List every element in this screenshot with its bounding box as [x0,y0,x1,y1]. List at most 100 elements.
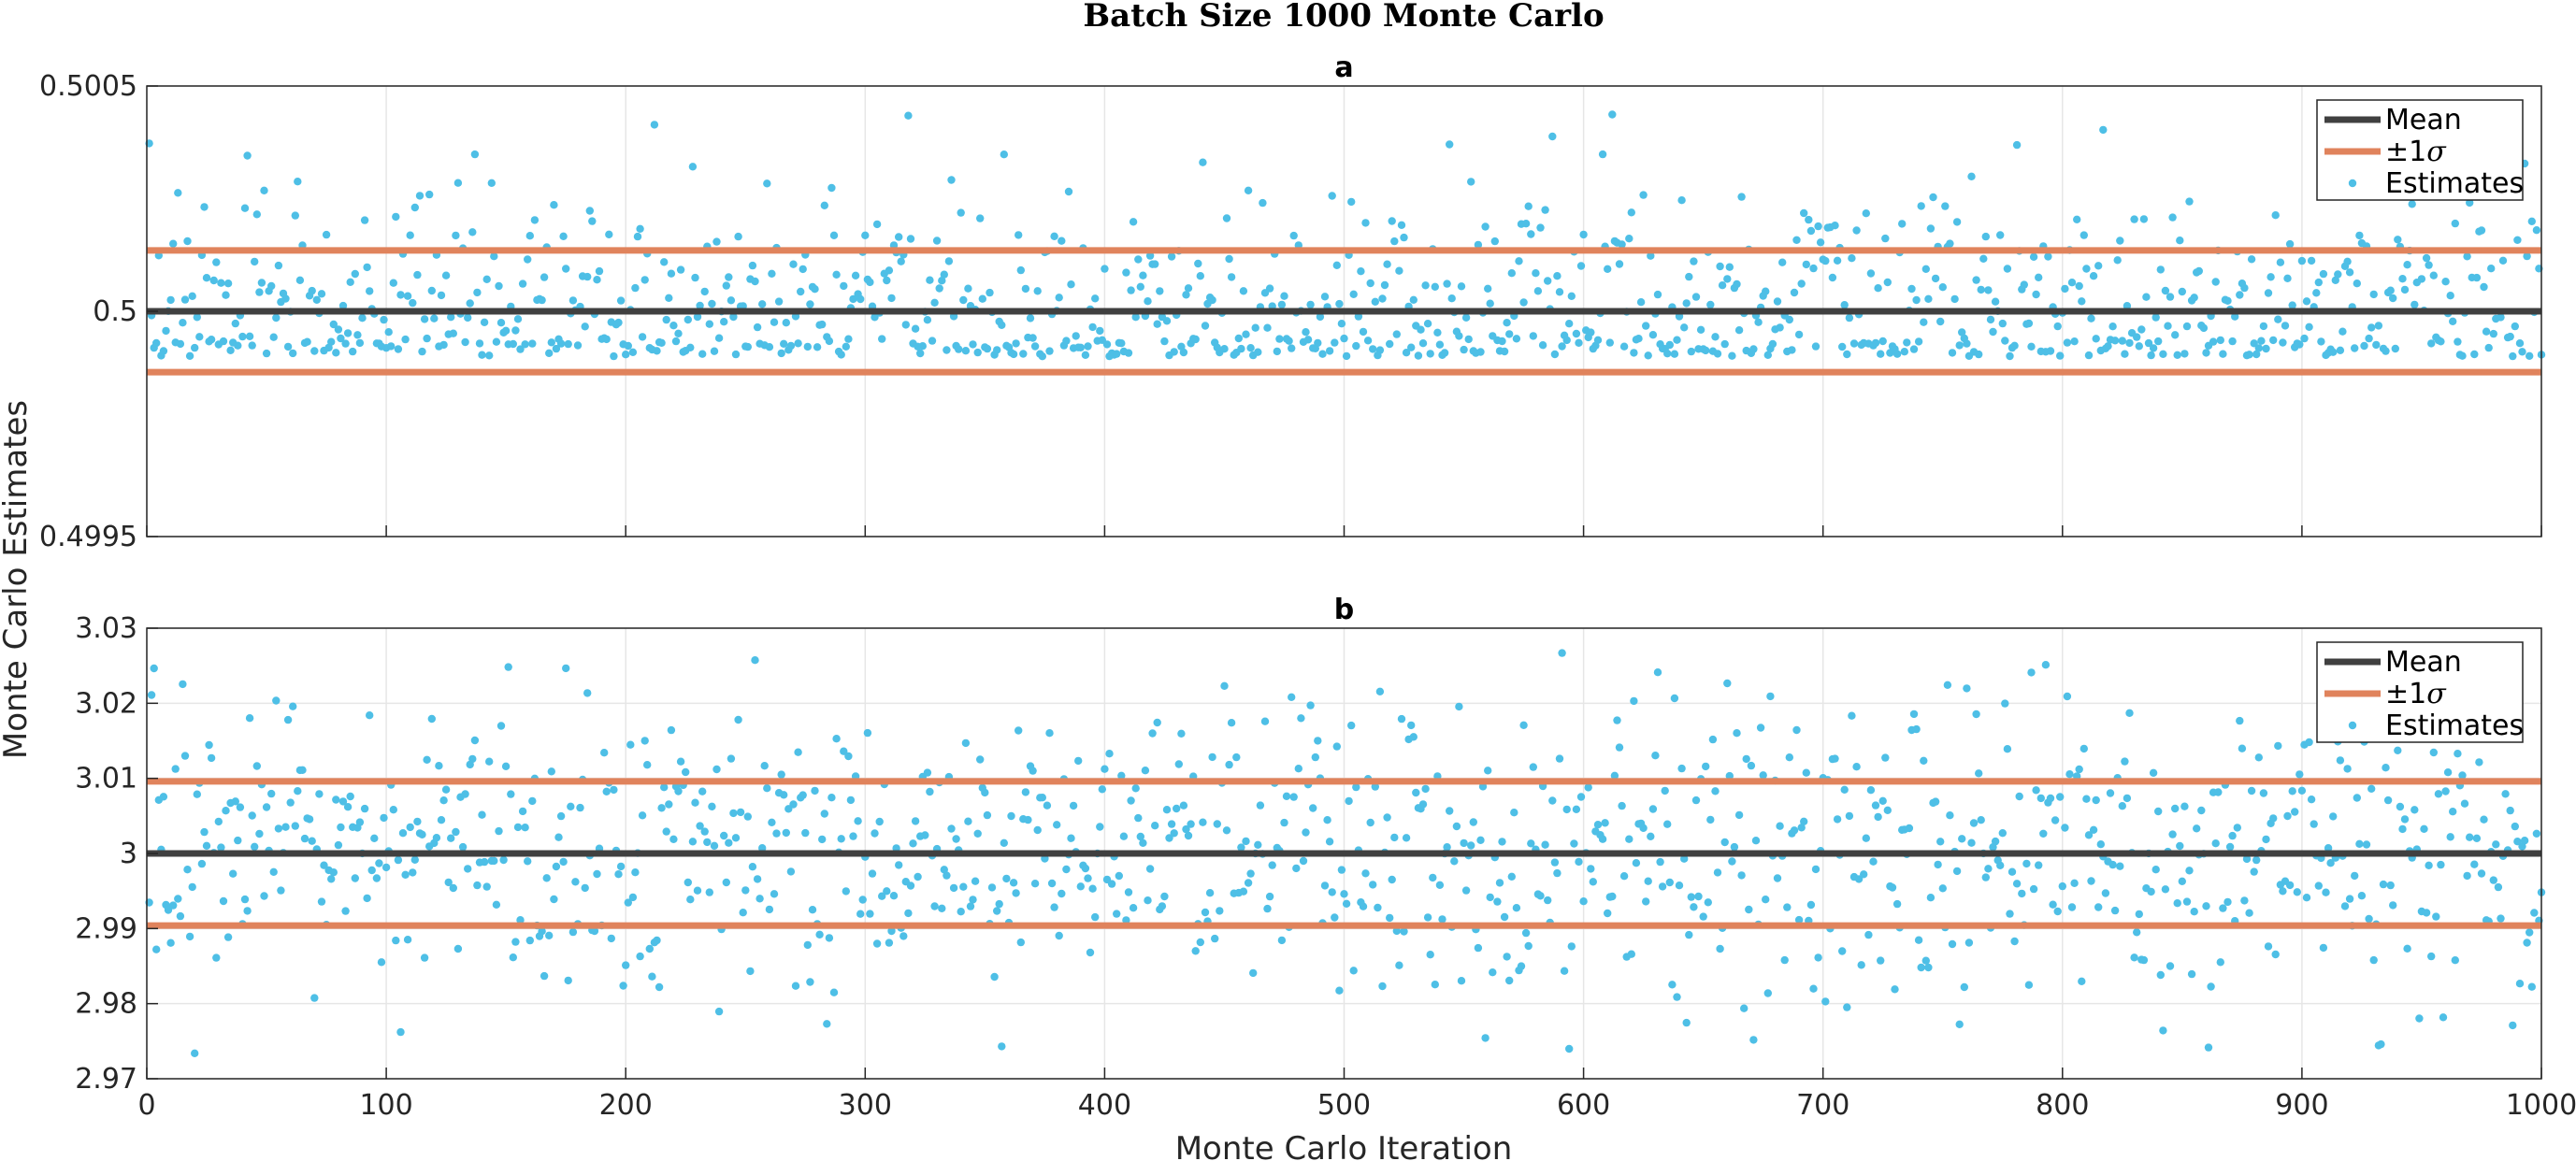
estimate-point [193,313,201,322]
estimate-point [461,790,469,798]
estimate-point [2139,955,2149,965]
estimate-point [540,971,549,981]
estimate-point [622,351,630,359]
estimate-point [1663,350,1672,358]
estimate-point [1821,997,1830,1006]
estimate-point [2259,789,2268,797]
estimate-point [1144,896,1152,905]
estimate-point [782,319,790,327]
y-tick-label: 2.98 [75,988,137,1021]
estimate-point [588,217,597,225]
estimate-point [1936,838,1945,846]
estimate-point [789,260,798,268]
estimate-point [1081,864,1090,873]
estimate-point [423,334,431,343]
estimate-point [1576,262,1586,270]
estimate-point [1838,342,1847,351]
estimate-point [2214,788,2223,796]
estimate-point [238,332,247,341]
estimate-point [403,292,412,300]
estimate-point [1653,668,1662,677]
estimate-point [2238,744,2247,752]
estimate-point [1030,342,1040,351]
estimate-point [1656,857,1664,867]
x-tick-label: 0 [137,1089,155,1122]
estimate-point [2415,1014,2424,1023]
estimate-point [1517,962,1526,970]
estimate-point [928,337,937,345]
estimate-point [2010,341,2019,350]
estimate-point [2427,952,2436,961]
estimate-point [1122,916,1130,924]
estimate-point [2345,895,2354,903]
estimate-point [291,211,299,220]
estimate-point [252,762,261,770]
estimate-point [1469,818,1478,826]
estimate-point [2262,835,2270,844]
estimate-point [2403,261,2411,269]
estimate-point [727,754,736,763]
estimate-point [820,201,828,209]
estimate-point [938,277,946,285]
estimate-point [2454,750,2462,758]
estimate-point [559,857,568,867]
estimate-point [207,753,216,763]
estimate-point [2355,839,2364,848]
estimate-point [1417,325,1425,334]
estimate-point [2482,327,2491,336]
estimate-point [355,818,365,826]
estimate-point [2492,840,2500,849]
estimate-point [2322,888,2330,896]
estimate-point [973,348,982,357]
estimate-point [2252,350,2261,359]
estimate-point [1642,897,1650,906]
estimate-point [269,867,278,876]
estimate-point [595,266,604,276]
estimate-point [2526,351,2534,360]
estimate-point [1151,822,1159,830]
estimate-point [1134,813,1143,823]
estimate-point [251,842,259,851]
estimate-point [2035,861,2043,869]
estimate-point [392,212,400,222]
estimate-point [1952,867,1962,876]
estimate-point [2046,347,2055,355]
estimate-point [1000,838,1009,847]
estimate-point [2211,839,2220,848]
estimate-point [1303,336,1313,344]
estimate-point [2353,280,2361,288]
y-axis-label: Monte Carlo Estimates [0,400,35,759]
estimate-point [1081,351,1090,359]
estimate-point [375,859,383,867]
estimate-point [1158,902,1167,910]
estimate-point [904,111,913,120]
estimate-point [2463,871,2471,881]
estimate-point [1565,1044,1574,1054]
estimate-point [1342,351,1351,361]
estimate-point [501,326,511,335]
estimate-point [693,886,702,895]
estimate-point [437,291,446,300]
estimate-point [1273,347,1282,356]
estimate-point [1421,784,1430,794]
estimate-point [1675,882,1684,890]
estimate-point [1320,882,1330,890]
estimate-point [179,319,187,327]
estimate-point [959,295,968,305]
estimate-point [1170,348,1178,356]
estimate-point [600,749,609,757]
estimate-point [1773,297,1782,306]
estimate-point [2039,829,2048,838]
estimate-point [257,279,266,287]
estimate-point [2199,323,2209,333]
estimate-point [513,823,523,832]
estimate-point [971,877,980,885]
estimate-point [2434,790,2443,798]
estimate-point [315,790,324,798]
estimate-point [1967,838,1976,847]
estimate-point [1340,890,1348,898]
estimate-point [2171,804,2180,813]
estimate-point [1952,218,1962,226]
estimate-point [2137,325,2146,334]
